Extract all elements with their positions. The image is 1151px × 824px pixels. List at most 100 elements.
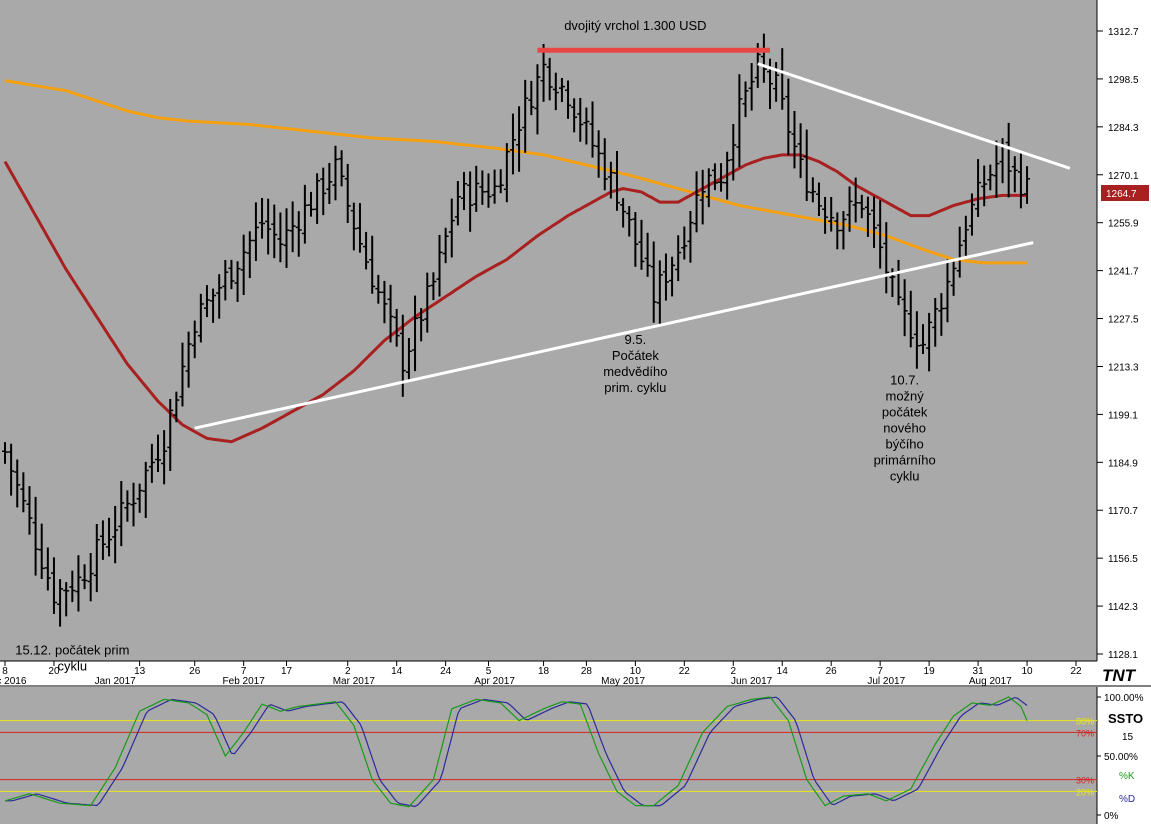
ohlc-bar [1011,156,1018,193]
ohlc-bar [938,293,945,336]
ohlc-bar [632,212,639,267]
ohlc-bar [681,226,688,260]
ohlc-bar [136,483,143,513]
ohlc-bar [736,74,743,168]
ohlc-bar [283,208,290,268]
date-tick-label: 22 [679,666,691,677]
date-month-label: May 2017 [601,676,645,687]
annotation-line: cyklu [58,658,88,673]
ohlc-bar [705,168,712,208]
date-tick-label: 17 [281,666,293,677]
ohlc-bar [840,211,847,250]
annotation-line: primárního [874,452,936,467]
ohlc-bar [693,171,700,233]
price-tick-label: 1312.7 [1108,27,1139,38]
ohlc-bar [907,290,914,348]
ohlc-bar [920,324,926,355]
ohlc-bar [491,169,498,204]
indicator-level-label: 70% [1076,728,1094,738]
ohlc-bar [595,130,602,178]
price-tick-label: 1241.7 [1108,267,1139,278]
ohlc-bar [259,198,266,239]
date-month-label: Feb 2017 [223,676,266,687]
ohlc-bar [418,308,425,342]
ohlc-bar [522,79,529,153]
date-tick-label: 7 [241,666,247,677]
date-tick-label: 13 [134,666,146,677]
ohlc-bar [858,194,865,219]
annotation-text: 10.7. možný počátek nového býčího primárního c… [874,372,936,483]
ohlc-bar [381,280,388,324]
ohlc-bar [791,110,798,169]
ohlc-bar [332,145,339,201]
date-tick-label: 28 [581,666,593,677]
ohlc-bar [106,517,113,557]
indicator-k-label: %K [1119,771,1135,782]
ohlc-bar [363,231,370,270]
ohlc-bar [461,171,467,210]
ohlc-bar [883,222,890,294]
ohlc-bar [926,312,933,372]
date-tick-label: 26 [826,666,838,677]
ohlc-bar [69,570,76,603]
indicator-period: 15 [1122,732,1134,743]
ohlc-bar [583,107,590,145]
indicator-level-label: 20% [1076,787,1094,797]
ohlc-bar [913,311,920,369]
annotation-line: počátek [882,404,928,419]
ohlc-bar [210,288,217,323]
price-tick-label: 1128.1 [1108,650,1138,661]
ohlc-bar [38,523,45,579]
ohlc-bar [620,198,627,228]
ohlc-bar [148,443,155,483]
ohlc-bar [99,520,106,560]
price-panel-bg [0,0,1097,661]
ohlc-bar [314,173,321,224]
ohlc-bar [589,101,596,158]
date-tick-label: 14 [777,666,789,677]
ohlc-bar [846,186,853,232]
ohlc-bar [191,320,198,359]
ohlc-bar [112,505,119,564]
annotation-line: medvědího [603,364,667,379]
ohlc-bar [8,443,15,496]
ohlc-bar [742,81,749,118]
ohlc-bar [14,459,21,508]
annotation-line: Počátek [612,348,659,363]
ohlc-bar [63,582,70,617]
date-month-label: Aug 2017 [969,676,1012,687]
annotation-line: 9.5. [625,332,647,347]
date-tick-label: 19 [924,666,936,677]
ohlc-bar [326,162,333,205]
ohlc-bar [228,259,235,290]
ohlc-bar [552,72,559,111]
ohlc-bar [509,113,516,175]
date-tick-label: 18 [538,666,550,677]
ma-long-line [4,79,1027,265]
annotation-text: dvojitý vrchol 1.300 USD [564,18,706,33]
price-tick-label: 1270.1 [1108,171,1139,182]
ohlc-bar [730,124,737,181]
date-tick-label: 10 [630,666,642,677]
ohlc-bar [864,196,871,237]
ohlc-bar [142,461,149,518]
ohlc-bar [454,181,461,226]
ohlc-bar [852,177,859,223]
date-tick-label: 20 [48,666,60,677]
date-tick-label: 10 [1021,666,1033,677]
date-tick-label: 2 [730,666,736,677]
date-axis-layer: 82013267172142451828102221426719311022De… [0,661,1082,687]
ohlc-bar [167,398,174,472]
ohlc-bar [20,472,27,513]
ohlc-bar [246,231,253,279]
indicator-name: SSTO [1108,711,1143,726]
ohlc-bar [669,256,676,297]
ohlc-bar [467,171,474,232]
ohlc-bar [430,272,437,301]
ohlc-bar [32,496,39,576]
ohlc-bar [2,442,8,464]
ohlc-bar [320,167,327,216]
ohlc-bar [448,198,455,258]
annotations-layer: dvojitý vrchol 1.300 USD 15.12. počátek p… [15,18,935,673]
price-tick-label: 1227.5 [1108,315,1139,326]
